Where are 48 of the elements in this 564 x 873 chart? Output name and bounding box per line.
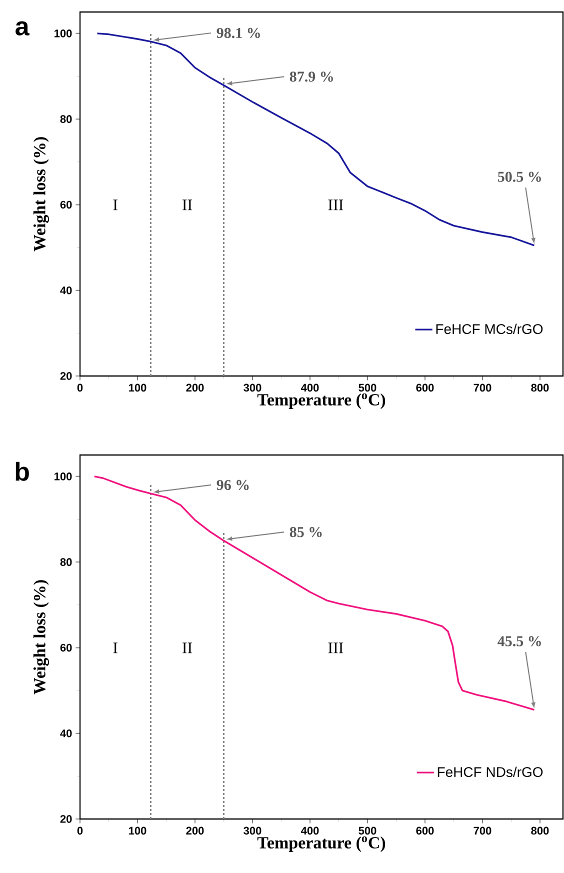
x-tick-label: 600 xyxy=(416,384,434,392)
x-tick-label: 800 xyxy=(531,826,549,835)
annotation: I xyxy=(113,200,118,210)
y-tick-label: 100 xyxy=(54,472,72,480)
chart-title: a xyxy=(16,21,30,36)
y-tick-label: 20 xyxy=(60,815,72,823)
x-tick-label: 100 xyxy=(129,384,146,392)
x-tick-label: 300 xyxy=(244,826,262,835)
x-tick-label: 300 xyxy=(244,384,262,392)
annotation: III xyxy=(328,642,344,654)
y-tick-label: 100 xyxy=(54,30,72,38)
x-tick-label: 700 xyxy=(474,826,492,835)
x-tick-label: 200 xyxy=(186,384,204,392)
x-tick-label: 500 xyxy=(358,384,376,392)
annotation: II xyxy=(182,200,192,210)
x-tick-label: 800 xyxy=(531,384,549,392)
annotation: 85 % xyxy=(290,527,322,538)
x-axis-title: Temperature ($^{o}$C) xyxy=(257,836,386,852)
x-axis-title: Temperature ($^{o}$C) xyxy=(257,393,386,409)
y-axis-title: Weight loss (%) xyxy=(33,137,49,252)
y-tick-label: 60 xyxy=(60,200,72,209)
x-tick-label: 500 xyxy=(358,826,376,835)
chart-title: b xyxy=(16,462,29,481)
annotation: 50.5 % xyxy=(498,172,541,182)
x-tick-label: 0 xyxy=(77,826,83,835)
y-tick-label: 80 xyxy=(60,558,72,566)
annotation: II xyxy=(182,642,192,654)
annotation: 87.9 % xyxy=(290,72,333,82)
y-tick-label: 60 xyxy=(60,644,72,652)
annotation: 96 % xyxy=(216,480,249,490)
legend-label: FeHCF NDs/rGO xyxy=(438,766,543,778)
x-tick-label: 700 xyxy=(474,384,492,392)
x-tick-label: 400 xyxy=(300,384,319,392)
y-tick-label: 20 xyxy=(60,372,72,380)
x-tick-label: 400 xyxy=(300,826,319,835)
legend-label: FeHCF MCs/rGO xyxy=(436,324,543,334)
y-tick-label: 80 xyxy=(60,115,72,123)
annotation: III xyxy=(328,200,344,210)
annotation: 98.1 % xyxy=(216,28,260,38)
x-tick-label: 100 xyxy=(129,826,146,835)
y-tick-label: 40 xyxy=(60,286,72,294)
y-axis-title: Weight loss (%) xyxy=(33,580,49,694)
annotation: I xyxy=(113,642,118,654)
y-tick-label: 40 xyxy=(60,729,72,738)
x-tick-label: 0 xyxy=(77,384,83,392)
annotation: 45.5 % xyxy=(498,636,541,646)
x-tick-label: 200 xyxy=(186,826,204,835)
x-tick-label: 600 xyxy=(416,826,434,835)
